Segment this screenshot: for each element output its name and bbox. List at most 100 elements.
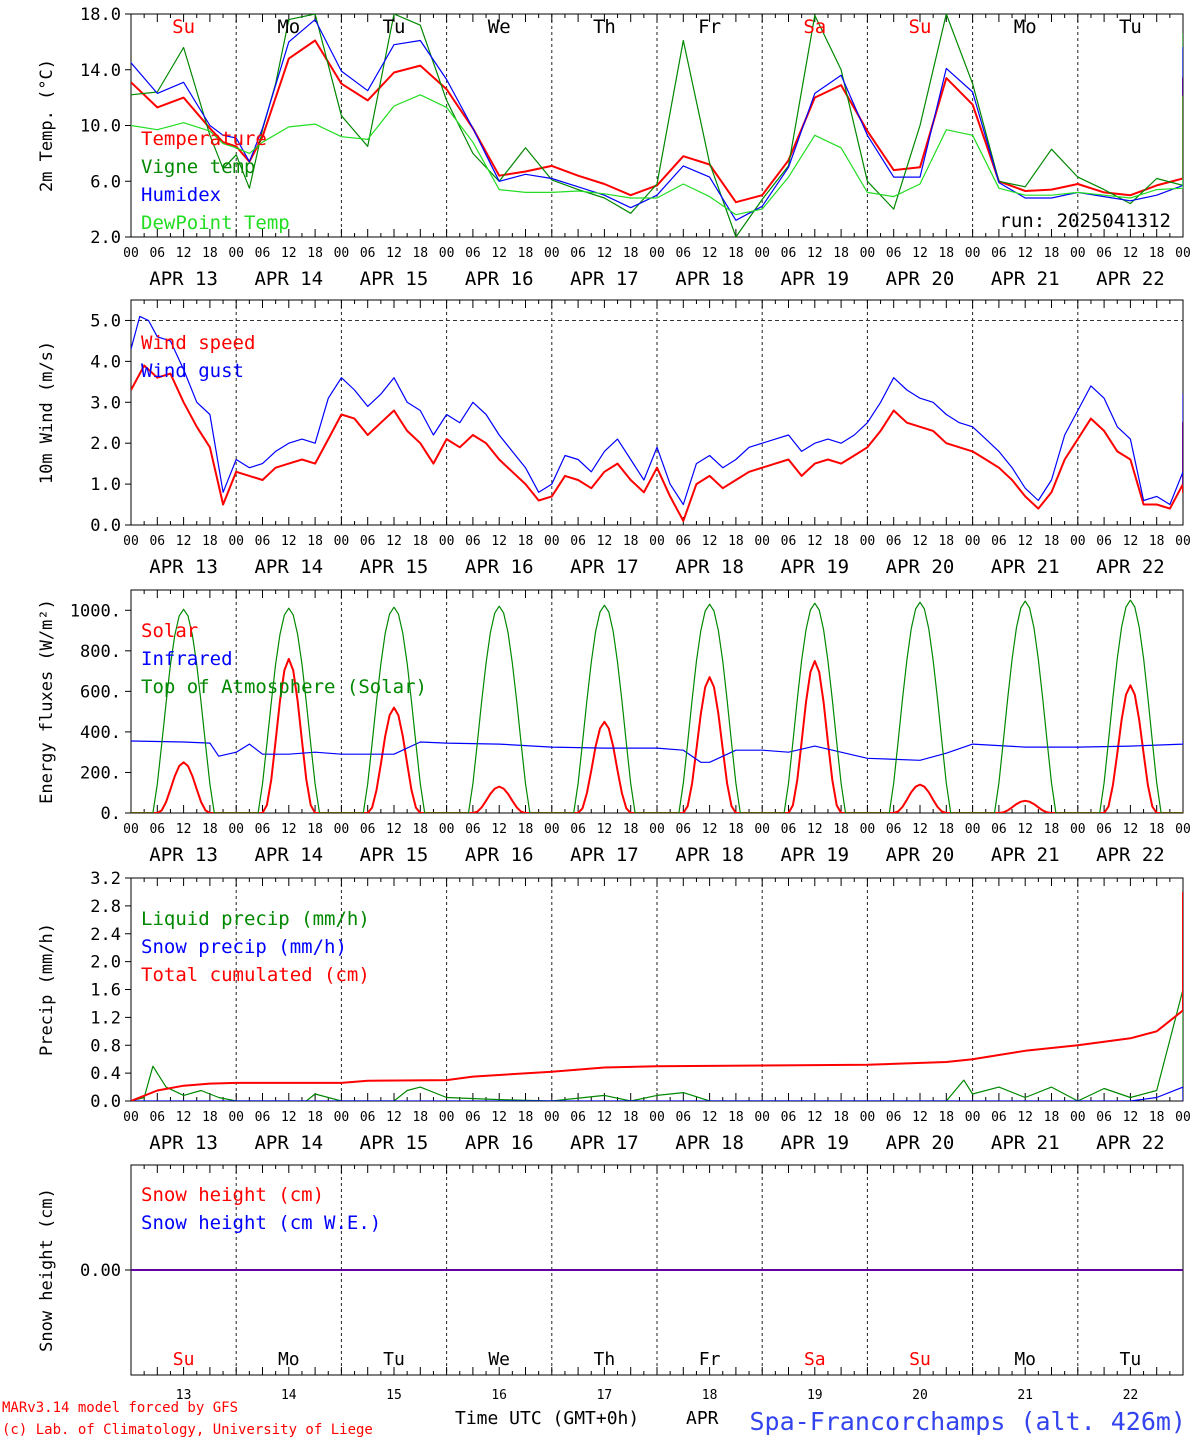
- series-group: [131, 599, 1183, 813]
- date-label: APR 19: [780, 268, 849, 290]
- hour-tick-label: 12: [597, 822, 613, 837]
- hour-tick-label: 06: [675, 246, 691, 261]
- series-line-wind-1: [131, 315, 1183, 506]
- date-label: APR 20: [886, 556, 955, 578]
- weekday-label: Fr: [699, 1349, 721, 1370]
- hour-tick-label: 06: [991, 246, 1007, 261]
- hour-tick-label: 06: [675, 822, 691, 837]
- y-axis-label: Snow height (cm): [37, 1188, 57, 1352]
- legend-entry: Infrared: [141, 648, 233, 670]
- day-number-label: 17: [597, 1388, 613, 1403]
- legend-entry: Temperature: [141, 128, 267, 150]
- hour-tick-label: 00: [754, 534, 770, 549]
- legend-entry: Snow height (cm W.E.): [141, 1212, 381, 1234]
- hour-tick-label: 12: [386, 246, 402, 261]
- hour-tick-label: 12: [491, 822, 507, 837]
- hour-tick-label: 12: [597, 534, 613, 549]
- hour-tick-label: 06: [781, 1110, 797, 1125]
- weekday-label: Sa: [804, 1349, 826, 1370]
- hour-tick-label: 12: [807, 822, 823, 837]
- hour-tick-label: 12: [1123, 246, 1139, 261]
- hour-tick-label: 06: [149, 534, 165, 549]
- series-line-precip-1: [131, 1086, 1183, 1101]
- y-tick-label: 2.0: [90, 434, 121, 454]
- y-tick-label: 600.: [80, 682, 121, 702]
- date-label: APR 13: [149, 1132, 218, 1154]
- hour-tick-label: 06: [781, 534, 797, 549]
- hour-tick-label: 12: [1017, 534, 1033, 549]
- day-number-label: 16: [491, 1388, 507, 1403]
- date-label: APR 16: [465, 268, 534, 290]
- date-label: APR 13: [149, 844, 218, 866]
- hour-tick-label: 06: [360, 822, 376, 837]
- date-label: APR 14: [254, 844, 323, 866]
- run-label: run: 2025041312: [999, 210, 1171, 232]
- hour-tick-label: 18: [938, 822, 954, 837]
- hour-tick-label: 12: [702, 534, 718, 549]
- hour-tick-label: 18: [1044, 1110, 1060, 1125]
- hour-tick-label: 00: [123, 1110, 139, 1125]
- hour-tick-label: 12: [176, 246, 192, 261]
- weekday-label: Mo: [1014, 16, 1037, 38]
- hour-tick-label: 12: [386, 1110, 402, 1125]
- hour-tick-label: 12: [597, 246, 613, 261]
- footer: MARv3.14 model forced by GFS (c) Lab. of…: [2, 1400, 1186, 1438]
- legend-entry: Wind gust: [141, 360, 244, 382]
- legend-entry: Top of Atmosphere (Solar): [141, 676, 427, 698]
- y-tick-label: 0.8: [90, 1036, 121, 1056]
- hour-tick-label: 00: [334, 822, 350, 837]
- date-label: APR 21: [991, 268, 1060, 290]
- hour-tick-label: 12: [1017, 822, 1033, 837]
- y-tick-label: 0.00: [80, 1261, 121, 1281]
- series-line-temperature-2: [131, 19, 1183, 221]
- hour-tick-label: 06: [255, 1110, 271, 1125]
- y-tick-label: 0.4: [90, 1064, 121, 1084]
- hour-tick-label: 00: [1070, 534, 1086, 549]
- y-tick-label: 2.8: [90, 897, 121, 917]
- hour-tick-label: 12: [1017, 246, 1033, 261]
- legend-entry: DewPoint Temp: [141, 212, 290, 234]
- series-line-energy-0: [131, 657, 1183, 813]
- hour-tick-label: 12: [281, 534, 297, 549]
- legend-entry: Liquid precip (mm/h): [141, 908, 370, 930]
- hour-tick-label: 00: [649, 246, 665, 261]
- day-number-label: 14: [281, 1388, 297, 1403]
- date-label: APR 20: [886, 268, 955, 290]
- date-label: APR 17: [570, 844, 639, 866]
- hour-tick-label: 00: [439, 246, 455, 261]
- panel-wind: 0.0 1.0 2.0 3.0 4.0 5.0 10m Wind (m/s) Wind spe…: [37, 299, 1191, 578]
- hour-tick-label: 18: [518, 822, 534, 837]
- hour-tick-label: 06: [1096, 534, 1112, 549]
- hour-tick-label: 18: [833, 822, 849, 837]
- hour-tick-label: 18: [1149, 534, 1165, 549]
- date-label: APR 22: [1096, 556, 1165, 578]
- hour-tick-label: 18: [938, 534, 954, 549]
- date-label: APR 21: [991, 844, 1060, 866]
- y-tick-label: 0.0: [90, 1092, 121, 1112]
- hour-tick-label: 06: [991, 534, 1007, 549]
- hour-tick-label: 00: [544, 534, 560, 549]
- y-tick-label: 0.: [101, 804, 121, 824]
- y-axis-label: Precip (mm/h): [37, 923, 57, 1056]
- weekday-label: Tu: [383, 1349, 405, 1370]
- date-label: APR 16: [465, 556, 534, 578]
- weekday-label: Mo: [1014, 1349, 1036, 1370]
- date-label: APR 17: [570, 1132, 639, 1154]
- weekday-label: Su: [909, 1349, 931, 1370]
- hour-tick-label: 00: [439, 1110, 455, 1125]
- hour-tick-label: 18: [518, 1110, 534, 1125]
- hour-tick-label: 06: [675, 1110, 691, 1125]
- y-tick-label: 6.0: [90, 172, 121, 192]
- hour-tick-label: 12: [702, 1110, 718, 1125]
- date-label: APR 14: [254, 556, 323, 578]
- hour-tick-label: 18: [307, 1110, 323, 1125]
- hour-tick-label: 06: [255, 534, 271, 549]
- weekday-label: Sa: [803, 16, 826, 38]
- date-label: APR 19: [780, 1132, 849, 1154]
- hour-tick-label: 18: [1044, 534, 1060, 549]
- hour-tick-label: 12: [912, 1110, 928, 1125]
- series-line-temperature-1: [131, 14, 1183, 237]
- y-tick-label: 400.: [80, 723, 121, 743]
- footer-credit-model: MARv3.14 model forced by GFS: [2, 1400, 238, 1416]
- hour-tick-label: 18: [833, 1110, 849, 1125]
